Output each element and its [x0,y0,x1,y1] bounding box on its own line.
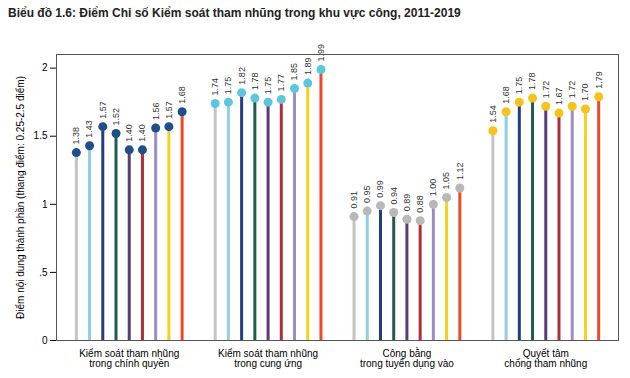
svg-text:1.79: 1.79 [594,71,604,89]
svg-text:1: 1 [42,199,48,210]
html-text:Biểu đồ 1.6: Điểm Chỉ số Kiểm: Biểu đồ 1.6: Điểm Chỉ số Kiểm soát tham … [8,6,461,20]
svg-text:1.85: 1.85 [289,63,299,81]
svg-text:Kiểm soát tham nhũngtrong cung: Kiểm soát tham nhũngtrong cung ứng [218,348,318,369]
svg-text:.5: .5 [39,267,48,278]
svg-text:1.78: 1.78 [250,73,260,91]
svg-text:1.57: 1.57 [164,101,174,119]
svg-text:1.67: 1.67 [554,88,564,106]
svg-text:1.5: 1.5 [34,130,48,141]
svg-text:1.68: 1.68 [501,86,511,104]
svg-text:1.70: 1.70 [580,83,590,101]
svg-text:1.43: 1.43 [84,120,94,138]
svg-text:1.57: 1.57 [98,101,108,119]
svg-text:Điểm nội dung thành phần (than: Điểm nội dung thành phần (thang điểm: 0.… [15,76,26,319]
svg-text:1.74: 1.74 [210,78,220,96]
svg-text:0.88: 0.88 [415,195,425,213]
svg-text:0.95: 0.95 [362,186,372,204]
svg-text:0.89: 0.89 [402,194,412,212]
svg-text:1.72: 1.72 [541,81,551,99]
svg-text:1.77: 1.77 [276,74,286,92]
svg-text:1.00: 1.00 [428,179,438,197]
svg-text:1.78: 1.78 [527,73,537,91]
svg-text:0.99: 0.99 [375,180,385,198]
svg-text:1.72: 1.72 [567,81,577,99]
svg-text:0: 0 [42,335,48,346]
svg-text:1.68: 1.68 [177,86,187,104]
svg-text:1.82: 1.82 [237,67,247,85]
svg-text:Kiểm soát tham nhũngtrong chín: Kiểm soát tham nhũngtrong chính quyền [79,348,179,369]
svg-text:2: 2 [42,62,48,73]
svg-text:1.38: 1.38 [71,127,81,145]
svg-text:1.54: 1.54 [488,105,498,123]
svg-text:1.56: 1.56 [151,103,161,121]
svg-text:1.99: 1.99 [316,44,326,62]
svg-text:1.40: 1.40 [124,124,134,142]
svg-text:1.75: 1.75 [514,77,524,95]
svg-text:1.89: 1.89 [303,58,313,76]
svg-text:Công bằngtrong tuyển dụng vào: Công bằngtrong tuyển dụng vào [360,347,454,369]
svg-text:Quyết tâmchống tham nhũng: Quyết tâmchống tham nhũng [504,348,587,369]
svg-text:1.52: 1.52 [111,108,121,126]
svg-text:1.05: 1.05 [441,172,451,190]
svg-text:0.91: 0.91 [349,191,359,209]
svg-text:1.75: 1.75 [263,77,273,95]
svg-text:0.94: 0.94 [389,187,399,205]
svg-text:1.75: 1.75 [223,77,233,95]
svg-text:1.40: 1.40 [137,124,147,142]
svg-text:1.12: 1.12 [455,162,465,180]
